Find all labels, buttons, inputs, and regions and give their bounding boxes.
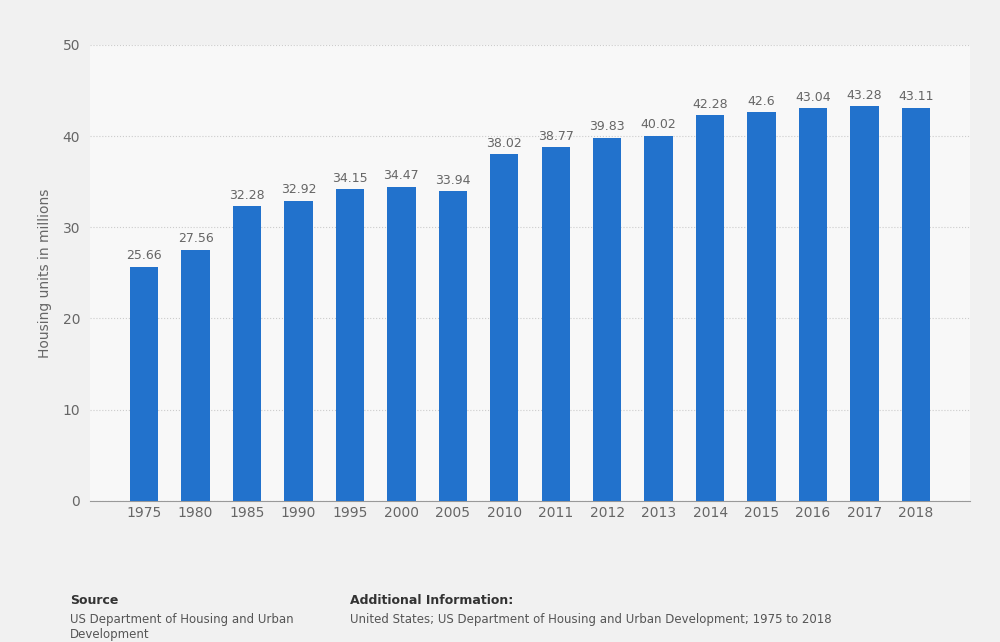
Text: Additional Information:: Additional Information:: [350, 594, 513, 607]
Text: 40.02: 40.02: [641, 118, 676, 132]
Bar: [490, 154, 518, 501]
Bar: [284, 201, 313, 501]
Bar: [799, 108, 827, 501]
Bar: [747, 112, 776, 501]
Text: 38.77: 38.77: [538, 130, 574, 143]
Text: 34.47: 34.47: [384, 169, 419, 182]
Bar: [439, 191, 467, 501]
Bar: [644, 136, 673, 501]
Text: 42.28: 42.28: [692, 98, 728, 111]
Text: 34.15: 34.15: [332, 172, 368, 185]
Bar: [593, 137, 621, 501]
Bar: [336, 189, 364, 501]
Text: 39.83: 39.83: [589, 120, 625, 133]
Text: 32.92: 32.92: [281, 183, 316, 196]
Text: 25.66: 25.66: [126, 249, 162, 263]
Bar: [542, 147, 570, 501]
Text: 43.28: 43.28: [847, 89, 882, 101]
Text: 33.94: 33.94: [435, 174, 471, 187]
Text: Source: Source: [70, 594, 118, 607]
Text: US Department of Housing and Urban
Development
© Statista 2019: US Department of Housing and Urban Devel…: [70, 613, 294, 642]
Text: 38.02: 38.02: [486, 137, 522, 150]
Y-axis label: Housing units in millions: Housing units in millions: [38, 188, 52, 358]
Bar: [233, 207, 261, 501]
Text: 43.04: 43.04: [795, 91, 831, 104]
Bar: [696, 116, 724, 501]
Bar: [902, 108, 930, 501]
Text: 27.56: 27.56: [178, 232, 213, 245]
Text: 42.6: 42.6: [748, 95, 775, 108]
Bar: [387, 187, 416, 501]
Bar: [850, 106, 879, 501]
Bar: [181, 250, 210, 501]
Text: 32.28: 32.28: [229, 189, 265, 202]
Text: 43.11: 43.11: [898, 90, 934, 103]
Bar: [130, 267, 158, 501]
Text: United States; US Department of Housing and Urban Development; 1975 to 2018: United States; US Department of Housing …: [350, 613, 832, 626]
